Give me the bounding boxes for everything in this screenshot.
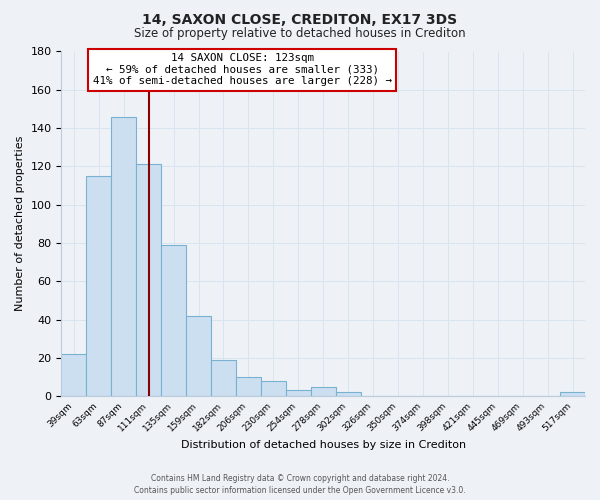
Text: Size of property relative to detached houses in Crediton: Size of property relative to detached ho… <box>134 28 466 40</box>
Text: 14 SAXON CLOSE: 123sqm
← 59% of detached houses are smaller (333)
41% of semi-de: 14 SAXON CLOSE: 123sqm ← 59% of detached… <box>92 53 392 86</box>
Bar <box>236 377 261 396</box>
Bar <box>335 392 361 396</box>
Text: Contains HM Land Registry data © Crown copyright and database right 2024.
Contai: Contains HM Land Registry data © Crown c… <box>134 474 466 495</box>
Y-axis label: Number of detached properties: Number of detached properties <box>15 136 25 312</box>
Bar <box>111 116 136 396</box>
X-axis label: Distribution of detached houses by size in Crediton: Distribution of detached houses by size … <box>181 440 466 450</box>
Bar <box>86 176 111 396</box>
Bar <box>136 164 161 396</box>
Bar <box>311 386 335 396</box>
Bar <box>211 360 236 396</box>
Bar <box>261 381 286 396</box>
Bar <box>161 245 186 396</box>
Bar <box>61 354 86 396</box>
Text: 14, SAXON CLOSE, CREDITON, EX17 3DS: 14, SAXON CLOSE, CREDITON, EX17 3DS <box>142 12 458 26</box>
Bar <box>560 392 585 396</box>
Bar <box>286 390 311 396</box>
Bar <box>186 316 211 396</box>
